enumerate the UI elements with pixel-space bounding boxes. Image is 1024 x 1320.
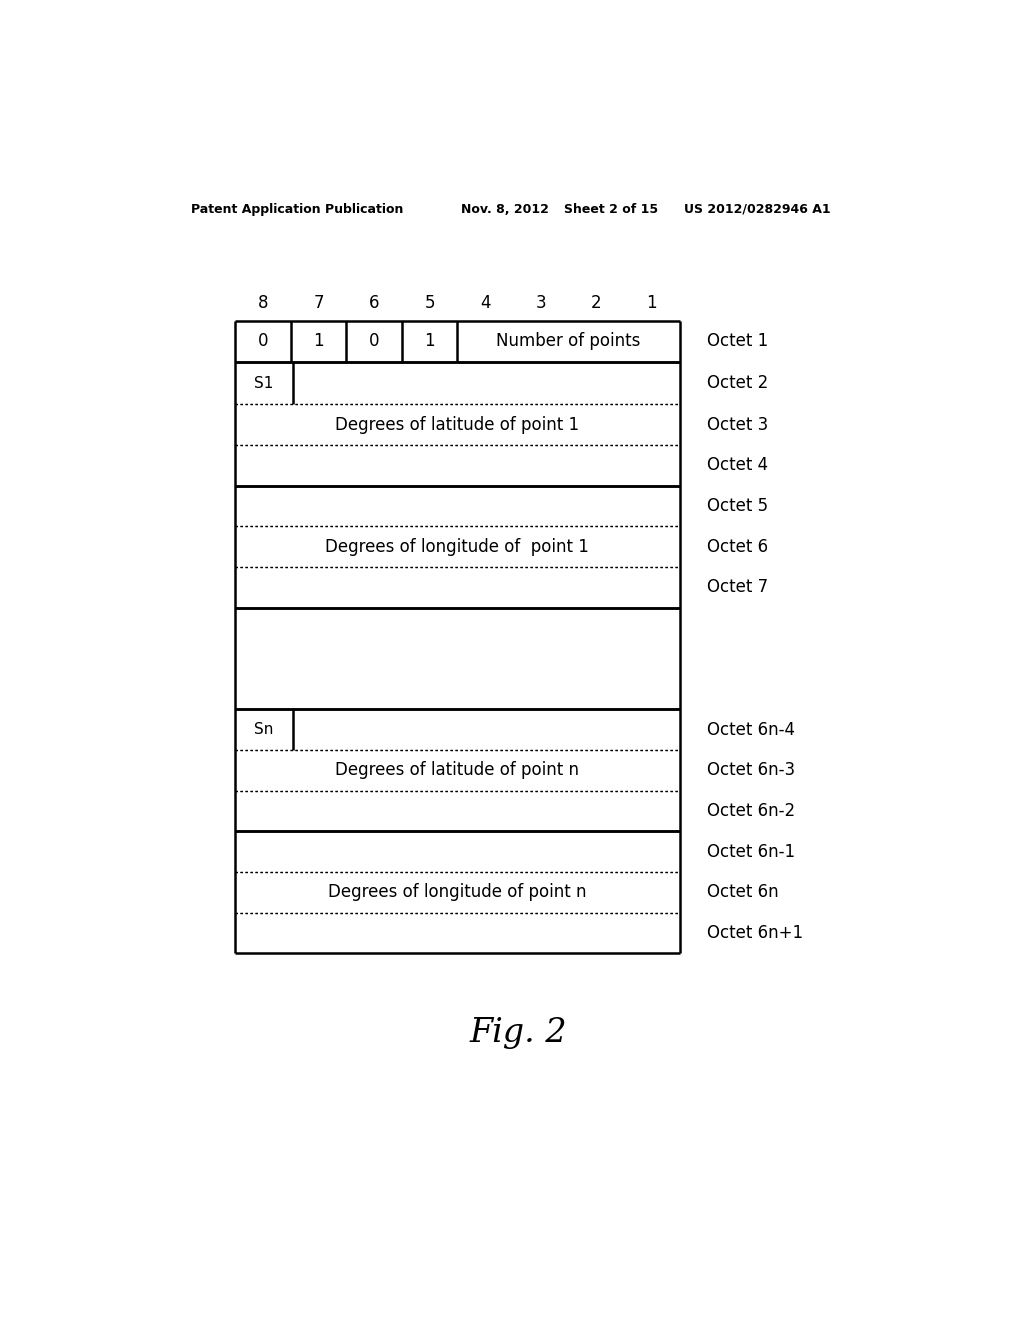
Text: S1: S1 [254, 375, 273, 391]
Text: 1: 1 [424, 333, 435, 350]
Text: Nov. 8, 2012: Nov. 8, 2012 [461, 203, 549, 215]
Text: Octet 6n-4: Octet 6n-4 [708, 721, 796, 739]
Text: Degrees of latitude of point 1: Degrees of latitude of point 1 [335, 416, 580, 434]
Text: 5: 5 [424, 294, 435, 312]
Text: Octet 6n+1: Octet 6n+1 [708, 924, 804, 942]
Text: Sheet 2 of 15: Sheet 2 of 15 [564, 203, 658, 215]
Text: Number of points: Number of points [497, 333, 641, 350]
Text: Octet 6n: Octet 6n [708, 883, 779, 902]
Text: US 2012/0282946 A1: US 2012/0282946 A1 [684, 203, 830, 215]
Text: Octet 5: Octet 5 [708, 498, 768, 515]
Text: 2: 2 [591, 294, 601, 312]
Text: Patent Application Publication: Patent Application Publication [191, 203, 403, 215]
Text: Octet 7: Octet 7 [708, 578, 768, 597]
Text: 8: 8 [258, 294, 268, 312]
Text: Octet 2: Octet 2 [708, 374, 769, 392]
Text: Octet 6n-1: Octet 6n-1 [708, 842, 796, 861]
Text: 0: 0 [369, 333, 379, 350]
Text: 7: 7 [313, 294, 324, 312]
Text: Degrees of latitude of point n: Degrees of latitude of point n [335, 762, 580, 779]
Text: 0: 0 [258, 333, 268, 350]
Text: Degrees of longitude of point n: Degrees of longitude of point n [328, 883, 587, 902]
Text: Octet 3: Octet 3 [708, 416, 769, 434]
Text: Sn: Sn [254, 722, 273, 737]
Text: Degrees of longitude of  point 1: Degrees of longitude of point 1 [326, 537, 589, 556]
Text: 3: 3 [536, 294, 546, 312]
Text: Octet 1: Octet 1 [708, 333, 769, 350]
Text: 4: 4 [480, 294, 490, 312]
Text: 1: 1 [313, 333, 324, 350]
Text: Octet 6n-2: Octet 6n-2 [708, 803, 796, 820]
Text: Octet 6n-3: Octet 6n-3 [708, 762, 796, 779]
Text: Octet 6: Octet 6 [708, 537, 768, 556]
Text: 6: 6 [369, 294, 379, 312]
Text: Octet 4: Octet 4 [708, 457, 768, 474]
Text: Fig. 2: Fig. 2 [469, 1016, 567, 1048]
Text: 1: 1 [646, 294, 657, 312]
